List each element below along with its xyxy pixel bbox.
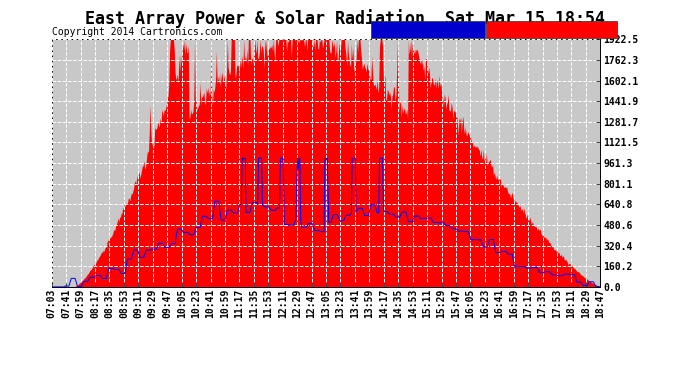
Text: Radiation (w/m2): Radiation (w/m2) [381,24,475,34]
Text: Copyright 2014 Cartronics.com: Copyright 2014 Cartronics.com [52,27,222,37]
Text: East Array (DC Watts): East Array (DC Watts) [490,24,613,34]
Text: East Array Power & Solar Radiation  Sat Mar 15 18:54: East Array Power & Solar Radiation Sat M… [85,9,605,28]
